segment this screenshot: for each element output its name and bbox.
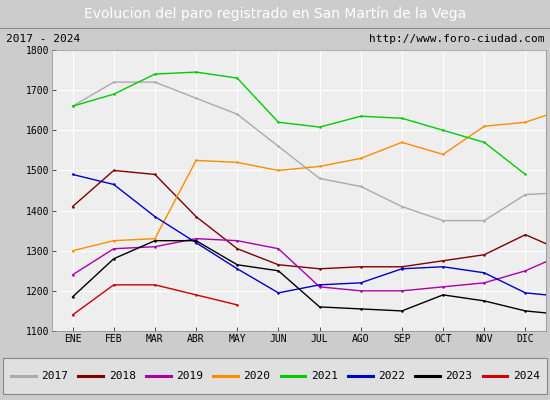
Text: 2024: 2024 [513,371,540,381]
Text: 2022: 2022 [378,371,405,381]
Text: 2018: 2018 [109,371,136,381]
Text: 2019: 2019 [176,371,203,381]
Text: 2021: 2021 [311,371,338,381]
Text: 2023: 2023 [446,371,472,381]
FancyBboxPatch shape [3,358,547,394]
Text: Evolucion del paro registrado en San Martín de la Vega: Evolucion del paro registrado en San Mar… [84,7,466,21]
Text: http://www.foro-ciudad.com: http://www.foro-ciudad.com [369,34,544,44]
Text: 2020: 2020 [243,371,271,381]
Text: 2017: 2017 [41,371,68,381]
Text: 2017 - 2024: 2017 - 2024 [6,34,80,44]
